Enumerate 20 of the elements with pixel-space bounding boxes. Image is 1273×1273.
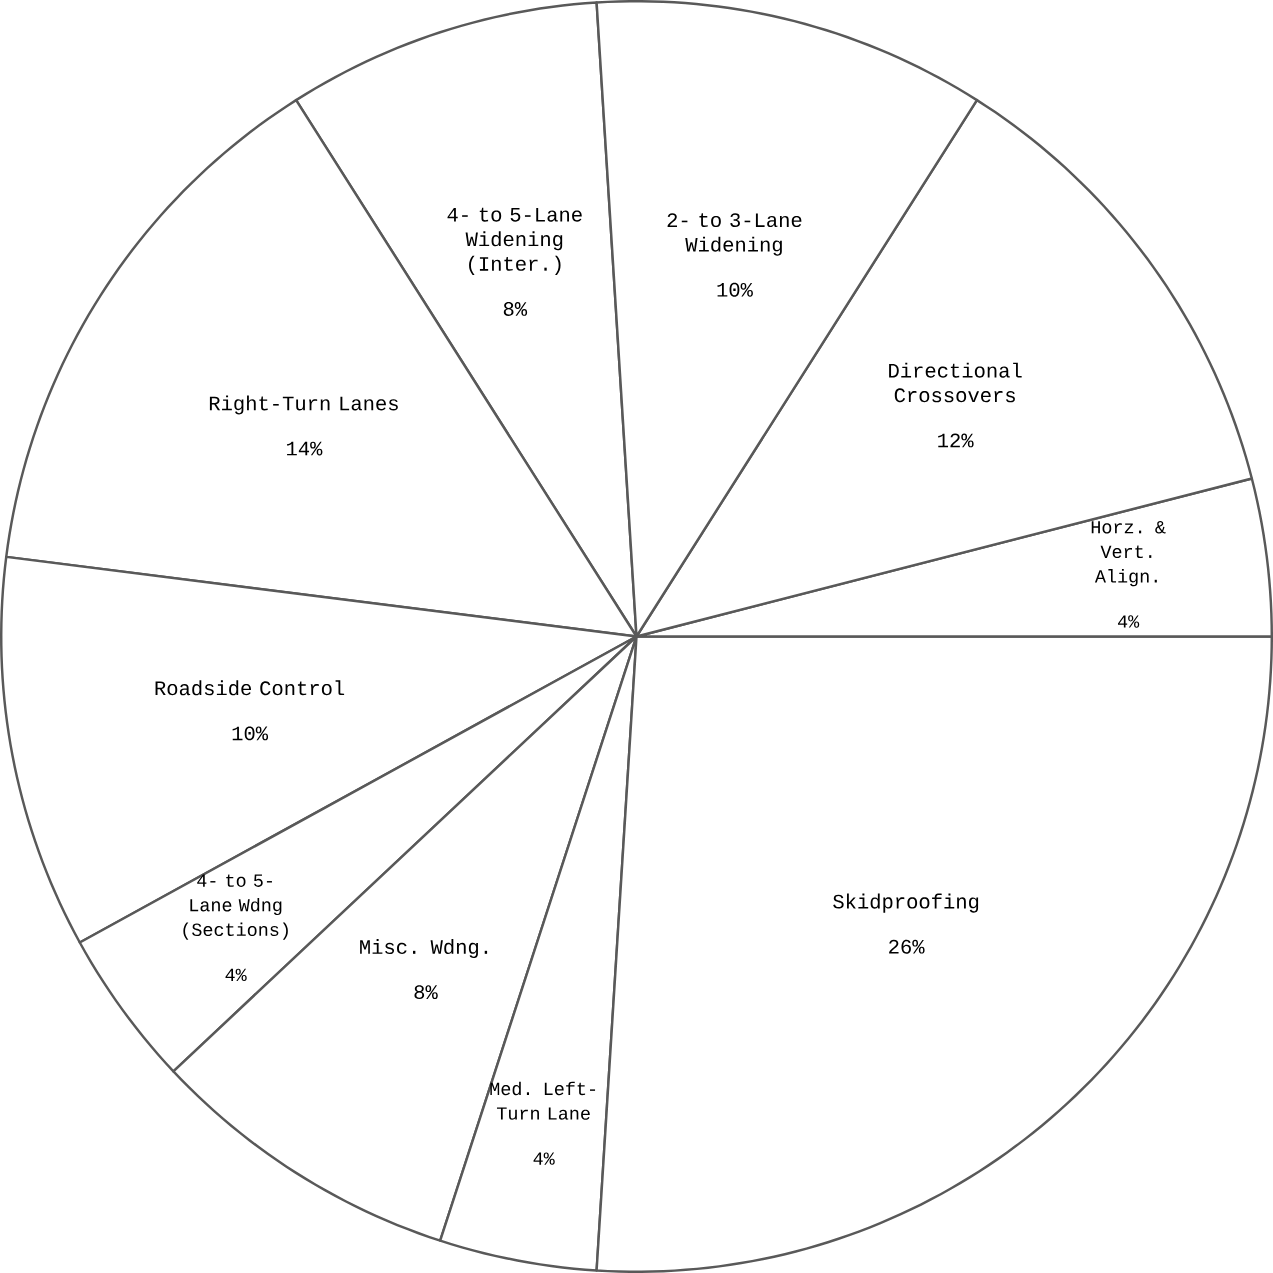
slice-label: Horz. & Vert. Align. (1091, 521, 1166, 587)
data-label: 26% (889, 939, 925, 954)
data-label: 4% (533, 1152, 555, 1165)
data-label: 8% (414, 985, 438, 1000)
slice-label: 4- to 5-Lane Wdng (Sections) (183, 874, 288, 940)
data-label: 4% (225, 968, 247, 982)
data-label: 4% (1117, 615, 1140, 628)
slice-label: 2- to 3-Lane Widening (667, 213, 802, 256)
slice-label: 4- to 5-Lane Widening (Inter.) (447, 207, 582, 275)
data-label: 14% (286, 441, 323, 456)
data-label: 8% (503, 302, 528, 316)
data-label: 10% (232, 726, 269, 741)
slice-label: Med. Left-Turn Lane (490, 1081, 596, 1120)
slice-label: Skidproofing (833, 893, 979, 913)
slice-label: Misc. Wdng. (360, 938, 488, 959)
slice-label: Roadside Control (155, 680, 345, 696)
data-label: 12% (938, 433, 974, 448)
data-label: 10% (717, 282, 753, 297)
slice-label: Directional Crossovers (889, 362, 1022, 403)
slice-label: Right-Turn Lanes (209, 395, 398, 415)
